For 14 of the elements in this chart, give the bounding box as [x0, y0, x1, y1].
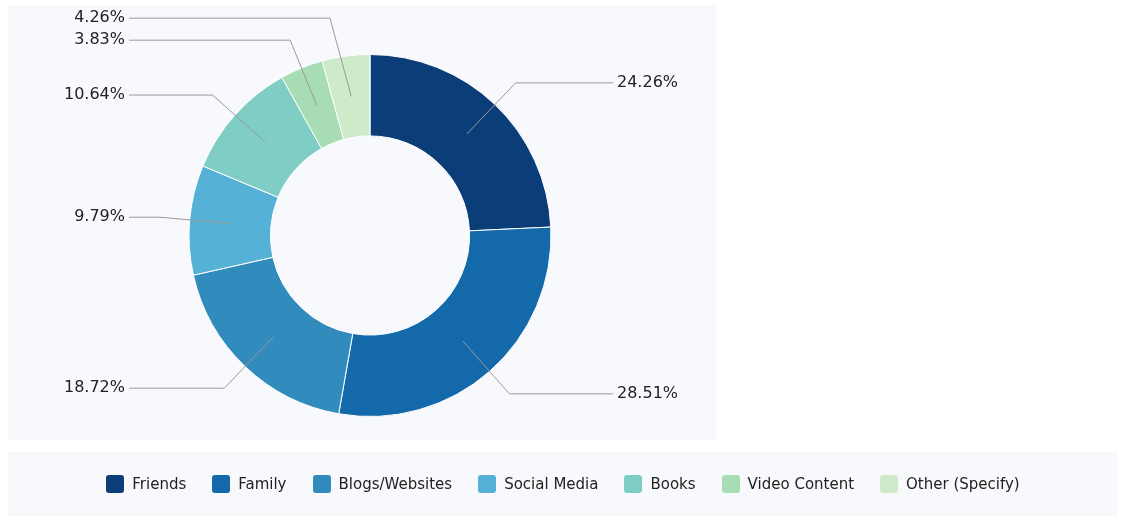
- data-label: 3.83%: [74, 29, 125, 49]
- data-label: 4.26%: [74, 7, 125, 27]
- legend-label: Family: [238, 475, 287, 493]
- data-label: 18.72%: [63, 377, 125, 397]
- data-label: 28.51%: [617, 383, 679, 403]
- legend-label: Social Media: [504, 475, 599, 493]
- data-label: 9.79%: [74, 206, 125, 226]
- data-label: 10.64%: [63, 84, 125, 104]
- legend-label: Blogs/Websites: [338, 475, 453, 493]
- legend-label: Other (Specify): [906, 475, 1020, 493]
- legend-label: Friends: [132, 475, 187, 493]
- data-label: 24.26%: [617, 72, 679, 92]
- legend-label: Video Content: [747, 475, 855, 493]
- legend-label: Books: [650, 475, 696, 493]
